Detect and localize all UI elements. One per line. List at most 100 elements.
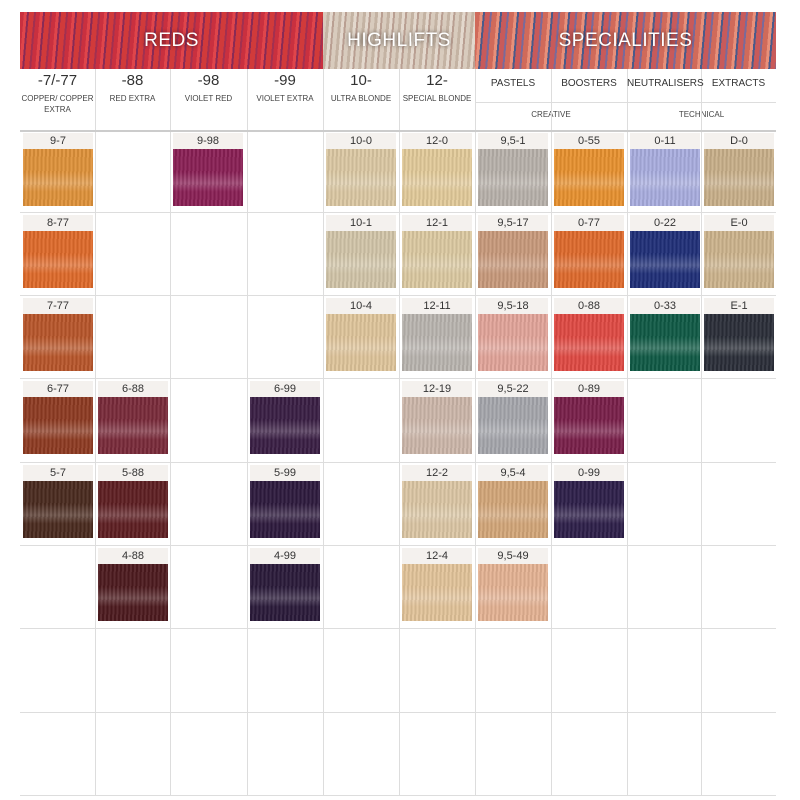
swatch-color [478, 314, 548, 371]
swatch-color [250, 481, 320, 538]
swatch-color [173, 149, 243, 206]
color-swatch[interactable]: 12-2 [402, 465, 472, 538]
swatch-label: 10-1 [326, 215, 396, 231]
column-subtitle: SPECIAL BLONDE [402, 94, 472, 103]
color-swatch[interactable]: 8-77 [23, 215, 93, 288]
column-header: 10- ULTRA BLONDE [323, 72, 399, 104]
column-code: -99 [274, 72, 296, 89]
color-swatch[interactable]: D-0 [704, 133, 774, 206]
swatch-color [98, 397, 168, 454]
row-divider [20, 795, 776, 796]
swatch-color [98, 564, 168, 621]
color-swatch[interactable]: 12-4 [402, 548, 472, 621]
column-subtitle: COPPER/ COPPER EXTRA [21, 94, 94, 114]
color-swatch[interactable]: 0-33 [630, 298, 700, 371]
column-divider [701, 69, 702, 795]
color-swatch[interactable]: 10-4 [326, 298, 396, 371]
column-divider [247, 69, 248, 795]
swatch-label: 0-22 [630, 215, 700, 231]
row-divider [20, 212, 776, 213]
color-swatch[interactable]: 9,5-18 [478, 298, 548, 371]
swatch-color [402, 231, 472, 288]
swatch-label: 0-88 [554, 298, 624, 314]
color-swatch[interactable]: 4-88 [98, 548, 168, 621]
color-swatch[interactable]: 4-99 [250, 548, 320, 621]
color-swatch[interactable]: 12-0 [402, 133, 472, 206]
swatch-color [554, 149, 624, 206]
column-subtitle: ULTRA BLONDE [330, 94, 392, 103]
swatch-label: 12-4 [402, 548, 472, 564]
color-swatch[interactable]: 9,5-4 [478, 465, 548, 538]
column-divider [323, 69, 324, 795]
banner-title: HIGHLIFTS [347, 29, 451, 51]
color-swatch[interactable]: 5-99 [250, 465, 320, 538]
color-swatch[interactable]: 9,5-49 [478, 548, 548, 621]
swatch-color [23, 397, 93, 454]
color-swatch[interactable]: 10-1 [326, 215, 396, 288]
color-swatch[interactable]: 0-77 [554, 215, 624, 288]
column-code: 12- [426, 72, 448, 89]
swatch-color [326, 149, 396, 206]
swatch-color [402, 149, 472, 206]
color-swatch[interactable]: 0-89 [554, 381, 624, 454]
swatch-color [630, 314, 700, 371]
color-swatch[interactable]: 9-7 [23, 133, 93, 206]
swatch-label: E-0 [704, 215, 774, 231]
swatch-label: E-1 [704, 298, 774, 314]
swatch-color [98, 481, 168, 538]
swatch-label: 12-2 [402, 465, 472, 481]
column-code: -98 [197, 72, 220, 89]
color-swatch[interactable]: 9,5-1 [478, 133, 548, 206]
color-swatch[interactable]: 12-1 [402, 215, 472, 288]
swatch-color [478, 231, 548, 288]
swatch-color [478, 564, 548, 621]
column-subtitle: RED EXTRA [109, 94, 156, 103]
swatch-color [326, 231, 396, 288]
swatch-color [402, 481, 472, 538]
color-swatch[interactable]: 9-98 [173, 133, 243, 206]
swatch-color [23, 149, 93, 206]
group-creative: CREATIVE [475, 110, 627, 119]
color-swatch[interactable]: 0-11 [630, 133, 700, 206]
column-divider [399, 69, 400, 795]
swatch-color [704, 231, 774, 288]
swatch-label: 0-89 [554, 381, 624, 397]
banner-reds: REDS [20, 12, 323, 69]
swatch-color [478, 149, 548, 206]
color-swatch[interactable]: 10-0 [326, 133, 396, 206]
color-swatch[interactable]: 6-88 [98, 381, 168, 454]
color-swatch[interactable]: 9,5-17 [478, 215, 548, 288]
row-divider [20, 628, 776, 629]
swatch-color [554, 231, 624, 288]
color-swatch[interactable]: 5-7 [23, 465, 93, 538]
swatch-color [23, 314, 93, 371]
swatch-color [704, 149, 774, 206]
swatch-color [402, 564, 472, 621]
color-swatch[interactable]: 9,5-22 [478, 381, 548, 454]
column-header: -99 VIOLET EXTRA [247, 72, 323, 104]
swatch-color [630, 231, 700, 288]
color-swatch[interactable]: E-1 [704, 298, 774, 371]
row-divider [20, 130, 776, 132]
swatch-label: 5-88 [98, 465, 168, 481]
column-divider [551, 69, 552, 795]
color-swatch[interactable]: E-0 [704, 215, 774, 288]
color-swatch[interactable]: 0-55 [554, 133, 624, 206]
color-swatch[interactable]: 6-77 [23, 381, 93, 454]
color-swatch[interactable]: 12-11 [402, 298, 472, 371]
swatch-label: 10-4 [326, 298, 396, 314]
swatch-label: 6-99 [250, 381, 320, 397]
color-swatch[interactable]: 0-88 [554, 298, 624, 371]
swatch-color [630, 149, 700, 206]
color-swatch[interactable]: 12-19 [402, 381, 472, 454]
swatch-label: 10-0 [326, 133, 396, 149]
banner-highlifts: HIGHLIFTS [323, 12, 475, 69]
color-swatch[interactable]: 0-22 [630, 215, 700, 288]
color-swatch[interactable]: 6-99 [250, 381, 320, 454]
color-swatch[interactable]: 0-99 [554, 465, 624, 538]
column-header: -98 VIOLET RED [170, 72, 247, 104]
row-divider [20, 295, 776, 296]
swatch-label: D-0 [704, 133, 774, 149]
color-swatch[interactable]: 5-88 [98, 465, 168, 538]
color-swatch[interactable]: 7-77 [23, 298, 93, 371]
